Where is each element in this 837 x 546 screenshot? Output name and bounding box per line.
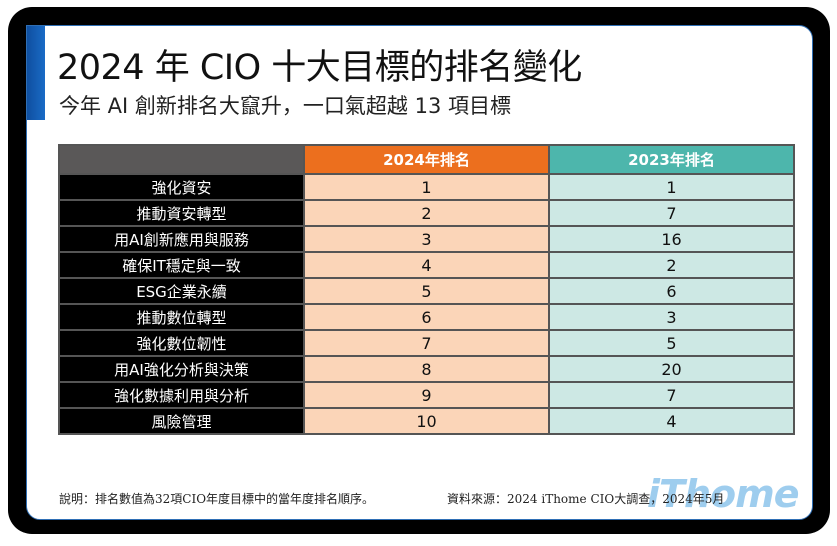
goal-name: 強化數位韌性 xyxy=(58,329,305,357)
goal-name: 風險管理 xyxy=(58,407,305,435)
rank-2023: 5 xyxy=(548,329,795,357)
rank-2024: 9 xyxy=(303,381,550,409)
rank-2023: 3 xyxy=(548,303,795,331)
table-row: 用AI創新應用與服務 3 16 xyxy=(58,225,795,253)
rank-2024: 5 xyxy=(303,277,550,305)
column-header-2024: 2024年排名 xyxy=(303,144,550,175)
rank-2024: 7 xyxy=(303,329,550,357)
table-row: 強化數據利用與分析 9 7 xyxy=(58,381,795,409)
infographic-card: 2024 年 CIO 十大目標的排名變化 今年 AI 創新排名大竄升，一口氣超越… xyxy=(26,25,813,520)
table-row: 風險管理 10 4 xyxy=(58,407,795,435)
table-row: 強化資安 1 1 xyxy=(58,173,795,201)
table-row: ESG企業永續 5 6 xyxy=(58,277,795,305)
rank-2024: 8 xyxy=(303,355,550,383)
rank-2023: 20 xyxy=(548,355,795,383)
ithome-logo: iThome xyxy=(647,472,799,516)
rank-2023: 7 xyxy=(548,381,795,409)
rank-2023: 2 xyxy=(548,251,795,279)
source-credit: 資料來源：2024 iThome CIO大調查，2024年5月 xyxy=(447,492,725,506)
ranking-table: 2024年排名 2023年排名 強化資安 1 1 推動資安轉型 2 7 用AI創新應用與… xyxy=(58,144,795,435)
rank-2024: 2 xyxy=(303,199,550,227)
page-title: 2024 年 CIO 十大目標的排名變化 xyxy=(57,48,582,88)
goal-name: 推動數位轉型 xyxy=(58,303,305,331)
table-row: 確保IT穩定與一致 4 2 xyxy=(58,251,795,279)
title-accent-bar xyxy=(27,26,45,120)
column-header-goal xyxy=(58,144,305,175)
footnote: 說明：排名數值為32項CIO年度目標中的當年度排名順序。 xyxy=(59,492,375,506)
table-row: 強化數位韌性 7 5 xyxy=(58,329,795,357)
goal-name: 強化資安 xyxy=(58,173,305,201)
rank-2024: 4 xyxy=(303,251,550,279)
rank-2024: 1 xyxy=(303,173,550,201)
page-subtitle: 今年 AI 創新排名大竄升，一口氣超越 13 項目標 xyxy=(59,94,511,118)
rank-2023: 16 xyxy=(548,225,795,253)
table-row: 推動數位轉型 6 3 xyxy=(58,303,795,331)
column-header-2023: 2023年排名 xyxy=(548,144,795,175)
rank-2023: 6 xyxy=(548,277,795,305)
goal-name: 用AI強化分析與決策 xyxy=(58,355,305,383)
goal-name: 確保IT穩定與一致 xyxy=(58,251,305,279)
table-header-row: 2024年排名 2023年排名 xyxy=(58,144,795,175)
goal-name: 強化數據利用與分析 xyxy=(58,381,305,409)
rank-2023: 4 xyxy=(548,407,795,435)
goal-name: 用AI創新應用與服務 xyxy=(58,225,305,253)
rank-2024: 10 xyxy=(303,407,550,435)
rank-2023: 7 xyxy=(548,199,795,227)
rank-2024: 3 xyxy=(303,225,550,253)
rank-2023: 1 xyxy=(548,173,795,201)
goal-name: 推動資安轉型 xyxy=(58,199,305,227)
table-row: 推動資安轉型 2 7 xyxy=(58,199,795,227)
rank-2024: 6 xyxy=(303,303,550,331)
goal-name: ESG企業永續 xyxy=(58,277,305,305)
table-row: 用AI強化分析與決策 8 20 xyxy=(58,355,795,383)
